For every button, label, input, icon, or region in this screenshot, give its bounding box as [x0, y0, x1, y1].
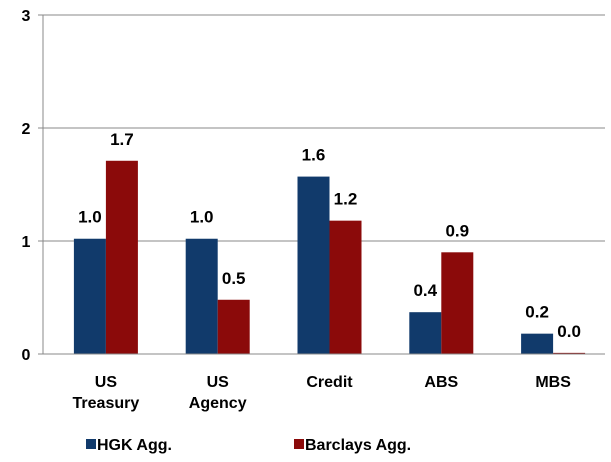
bar — [441, 252, 474, 354]
value-label: 0.2 — [525, 303, 549, 322]
value-label: 1.7 — [110, 130, 134, 149]
y-tick-label: 1 — [22, 234, 31, 251]
y-tick-label: 2 — [22, 121, 31, 138]
legend-swatch — [294, 439, 304, 449]
x-tick-label: US Treasury — [73, 374, 140, 412]
y-tick-label: 3 — [22, 8, 31, 25]
x-tick-label: ABS — [424, 374, 458, 391]
value-label: 0.5 — [222, 269, 246, 288]
value-label: 1.6 — [302, 146, 326, 165]
bar — [105, 160, 138, 354]
bar — [409, 312, 442, 354]
x-tick-label: US Agency — [189, 374, 247, 412]
value-label: 0.9 — [445, 221, 469, 240]
value-label: 1.2 — [334, 190, 358, 209]
bar — [521, 333, 554, 354]
x-tick-label: Credit — [306, 374, 353, 391]
y-tick-label: 0 — [22, 347, 31, 364]
legend-label: Barclays Agg. — [305, 437, 411, 454]
bar — [297, 176, 330, 354]
x-tick-label: MBS — [535, 374, 571, 391]
bar — [217, 299, 250, 354]
legend-swatch — [86, 439, 96, 449]
bar — [329, 220, 362, 354]
legend-label: HGK Agg. — [97, 437, 172, 454]
bar — [553, 352, 586, 354]
bar — [73, 238, 106, 354]
value-label: 0.4 — [413, 281, 437, 300]
value-label: 0.0 — [557, 322, 581, 341]
value-label: 1.0 — [190, 208, 214, 227]
value-label: 1.0 — [78, 208, 102, 227]
bar — [185, 238, 218, 354]
